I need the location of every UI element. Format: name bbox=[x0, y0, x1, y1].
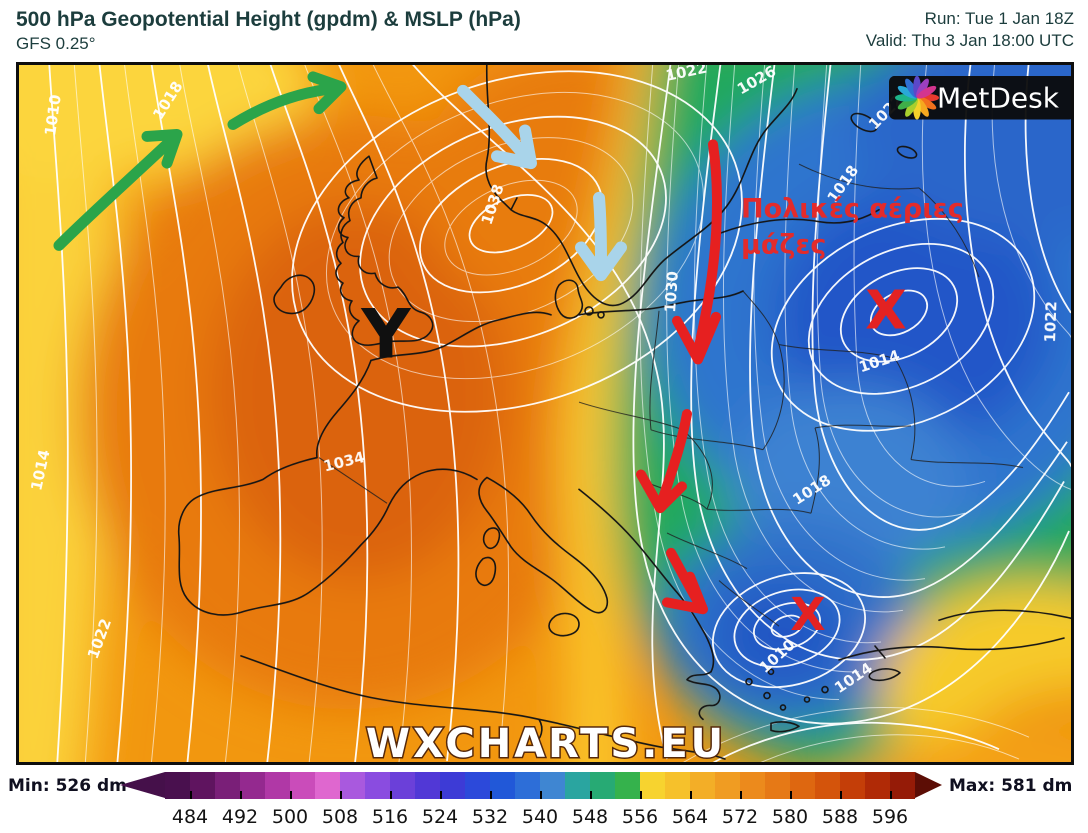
colorbar-segment bbox=[665, 772, 690, 799]
colorbar-tick-mark bbox=[740, 791, 742, 799]
colorbar-tick-mark bbox=[790, 791, 792, 799]
colorbar-tick-mark bbox=[190, 791, 192, 799]
colorbar-segment bbox=[290, 772, 315, 799]
colorbar-segment bbox=[340, 772, 365, 799]
colorbar-segment bbox=[265, 772, 290, 799]
colorbar-segment bbox=[440, 772, 465, 799]
colorbar-tick-mark bbox=[890, 791, 892, 799]
colorbar-segment bbox=[640, 772, 665, 799]
colorbar-segment bbox=[465, 772, 490, 799]
colorbar-tick-label: 524 bbox=[421, 806, 459, 828]
coastlines bbox=[177, 65, 1071, 760]
colorbar-tick-mark bbox=[490, 791, 492, 799]
green-arrow-1 bbox=[53, 128, 183, 251]
blue-arrow-2 bbox=[575, 191, 627, 282]
colorbar-segment bbox=[215, 772, 240, 799]
colorbar-body bbox=[165, 772, 915, 799]
colorbar-segment bbox=[190, 772, 215, 799]
metdesk-logo: MetDesk bbox=[889, 75, 1071, 120]
isobar-label: 1030 bbox=[661, 271, 682, 314]
page-title: 500 hPa Geopotential Height (gpdm) & MSL… bbox=[16, 8, 521, 31]
colorbar-segment bbox=[590, 772, 615, 799]
colorbar-segment bbox=[840, 772, 865, 799]
polar-air-text-line2: μάζες bbox=[741, 229, 826, 260]
red-arrow-1 bbox=[672, 139, 722, 365]
weather-map: 1010 1018 1038 1030 1022 1026 1022 1018 … bbox=[16, 62, 1074, 765]
isobar-label: 1022 bbox=[1041, 301, 1061, 343]
colorbar-segment bbox=[890, 772, 915, 799]
colorbar-segment bbox=[740, 772, 765, 799]
colorbar-segment bbox=[240, 772, 265, 799]
colorbar-segment bbox=[365, 772, 390, 799]
colorbar: Min: 526 dm Max: 581 dm 484 492 500 508 516 5… bbox=[0, 770, 1088, 833]
colorbar-tick-label: 564 bbox=[671, 806, 709, 828]
colorbar-tick-label: 484 bbox=[171, 806, 209, 828]
isobar-label: 1010 bbox=[41, 93, 65, 136]
colorbar-segment bbox=[765, 772, 790, 799]
colorbar-segment bbox=[315, 772, 340, 799]
colorbar-tick-mark bbox=[840, 791, 842, 799]
run-valid-block: Run: Tue 1 Jan 18Z Valid: Thu 3 Jan 18:0… bbox=[866, 8, 1074, 52]
colorbar-tick-label: 572 bbox=[721, 806, 759, 828]
metdesk-logo-text: MetDesk bbox=[937, 82, 1060, 115]
weather-map-canvas: 1010 1018 1038 1030 1022 1026 1022 1018 … bbox=[19, 65, 1071, 762]
red-arrow-3 bbox=[662, 547, 708, 615]
annotation-arrows bbox=[53, 71, 722, 615]
x-marker-1: X bbox=[865, 279, 907, 342]
colorbar-tick-mark bbox=[690, 791, 692, 799]
colorbar-tick-mark bbox=[540, 791, 542, 799]
colorbar-segment bbox=[165, 772, 190, 799]
polar-air-annotation: Πολικές αέριες μάζες bbox=[741, 194, 964, 261]
colorbar-tick-label: 548 bbox=[571, 806, 609, 828]
colorbar-tick-label: 580 bbox=[771, 806, 809, 828]
colorbar-segment bbox=[815, 772, 840, 799]
metdesk-pinwheel-icon bbox=[895, 75, 939, 120]
polar-air-text-line1: Πολικές αέριες bbox=[741, 194, 964, 225]
mslp-isobars bbox=[48, 65, 1071, 762]
colorbar-segment bbox=[490, 772, 515, 799]
country-borders bbox=[318, 163, 1024, 627]
colorbar-tick-label: 596 bbox=[871, 806, 909, 828]
colorbar-tick-mark bbox=[240, 791, 242, 799]
colorbar-tick-label: 540 bbox=[521, 806, 559, 828]
colorbar-tick-mark bbox=[390, 791, 392, 799]
model-label: GFS 0.25° bbox=[16, 34, 96, 53]
red-arrow-2 bbox=[636, 409, 692, 514]
colorbar-segment bbox=[415, 772, 440, 799]
valid-label: Valid: Thu 3 Jan 18:00 UTC bbox=[865, 31, 1074, 50]
colorbar-segment bbox=[515, 772, 540, 799]
blue-arrow-1 bbox=[457, 84, 537, 170]
green-arrow-2 bbox=[227, 71, 347, 130]
colorbar-min-label: Min: 526 dm bbox=[8, 776, 127, 796]
colorbar-tick-label: 492 bbox=[221, 806, 259, 828]
colorbar-segment bbox=[790, 772, 815, 799]
colorbar-segment bbox=[715, 772, 740, 799]
colorbar-segment bbox=[390, 772, 415, 799]
colorbar-tick-label: 500 bbox=[271, 806, 309, 828]
colorbar-tick-mark bbox=[590, 791, 592, 799]
x-marker-2: X bbox=[790, 587, 825, 641]
colorbar-tick-label: 588 bbox=[821, 806, 859, 828]
colorbar-tick-mark bbox=[640, 791, 642, 799]
colorbar-tick-label: 516 bbox=[371, 806, 409, 828]
colorbar-max-label: Max: 581 dm bbox=[949, 776, 1073, 796]
watermark: WXCHARTS.EU bbox=[366, 721, 726, 762]
colorbar-segment bbox=[540, 772, 565, 799]
colorbar-tick-label: 508 bbox=[321, 806, 359, 828]
run-label: Run: Tue 1 Jan 18Z bbox=[924, 9, 1074, 28]
colorbar-tick-mark bbox=[440, 791, 442, 799]
colorbar-segment bbox=[565, 772, 590, 799]
colorbar-segment bbox=[865, 772, 890, 799]
colorbar-tick-mark bbox=[340, 791, 342, 799]
colorbar-tick-label: 532 bbox=[471, 806, 509, 828]
colorbar-tick-mark bbox=[290, 791, 292, 799]
colorbar-segment bbox=[690, 772, 715, 799]
y-marker: Y bbox=[360, 295, 411, 374]
colorbar-segment bbox=[615, 772, 640, 799]
colorbar-right-arrow bbox=[915, 772, 942, 798]
colorbar-left-arrow bbox=[120, 772, 165, 798]
colorbar-tick-label: 556 bbox=[621, 806, 659, 828]
